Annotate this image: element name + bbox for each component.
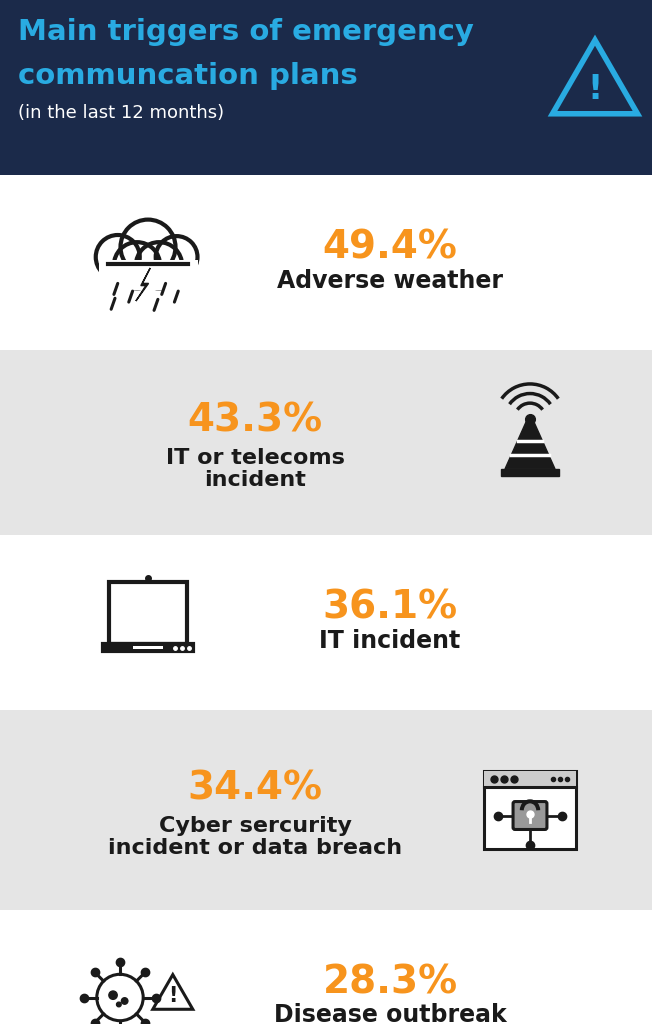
FancyBboxPatch shape (133, 646, 163, 649)
FancyBboxPatch shape (0, 0, 652, 175)
Text: !: ! (168, 986, 177, 1006)
Polygon shape (136, 268, 150, 301)
Text: !: ! (587, 73, 602, 105)
Text: IT incident: IT incident (319, 629, 460, 652)
FancyBboxPatch shape (0, 175, 652, 350)
FancyBboxPatch shape (484, 771, 576, 849)
Polygon shape (505, 419, 555, 469)
Text: 49.4%: 49.4% (323, 228, 458, 266)
FancyBboxPatch shape (484, 771, 576, 786)
Circle shape (109, 991, 117, 999)
Circle shape (136, 242, 182, 289)
FancyBboxPatch shape (104, 644, 192, 651)
Text: Adverse weather: Adverse weather (277, 268, 503, 293)
FancyBboxPatch shape (0, 910, 652, 1024)
FancyBboxPatch shape (0, 535, 652, 710)
Text: 36.1%: 36.1% (323, 589, 458, 627)
Text: incident: incident (204, 470, 306, 490)
Circle shape (96, 234, 140, 279)
FancyBboxPatch shape (0, 710, 652, 910)
Circle shape (117, 1002, 121, 1007)
Polygon shape (501, 469, 559, 475)
Circle shape (121, 997, 128, 1005)
FancyBboxPatch shape (513, 802, 547, 829)
Text: communcation plans: communcation plans (18, 62, 358, 90)
Text: 43.3%: 43.3% (187, 401, 323, 439)
FancyBboxPatch shape (0, 350, 652, 535)
Text: Disease outbreak: Disease outbreak (274, 1004, 507, 1024)
Text: 34.4%: 34.4% (188, 769, 323, 807)
Text: Cyber sercurity: Cyber sercurity (158, 816, 351, 836)
Text: 28.3%: 28.3% (323, 964, 458, 1001)
Text: Main triggers of emergency: Main triggers of emergency (18, 18, 474, 46)
Circle shape (121, 219, 175, 274)
Text: incident or data breach: incident or data breach (108, 838, 402, 858)
FancyBboxPatch shape (110, 582, 186, 644)
Circle shape (114, 242, 160, 289)
Text: IT or telecoms: IT or telecoms (166, 449, 344, 469)
Text: (in the last 12 months): (in the last 12 months) (18, 104, 224, 122)
FancyBboxPatch shape (98, 260, 198, 290)
Circle shape (156, 237, 198, 278)
